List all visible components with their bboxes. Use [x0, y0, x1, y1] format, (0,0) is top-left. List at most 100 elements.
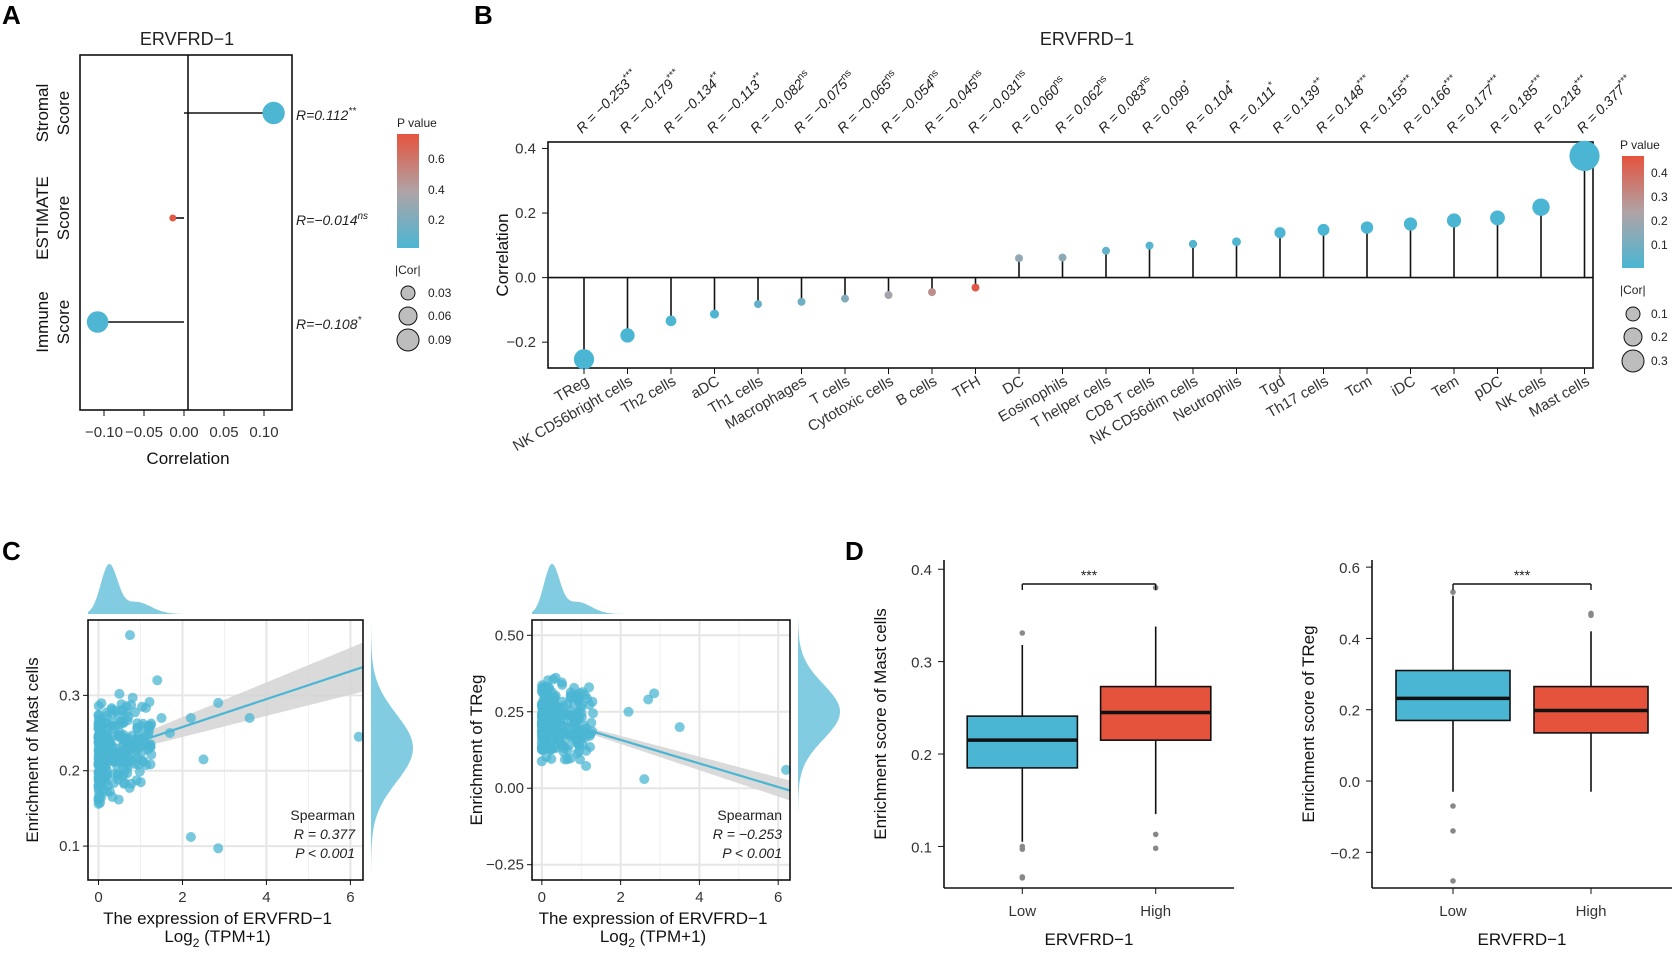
panel-b-lollipop-dot [754, 300, 762, 309]
panel-b-p-tick-1: 0.4 [1651, 166, 1668, 180]
panel-b-lollipop-dot [841, 294, 849, 303]
panel-c-x-tick-label: 0 [538, 889, 546, 906]
panel-c-point [93, 737, 104, 748]
panel-c-point [130, 750, 141, 761]
panel-b-title: ERVFRD−1 [1040, 29, 1134, 49]
panel-c-point [213, 697, 224, 708]
panel-c-point [562, 754, 573, 765]
panel-b-cell-label: TFH [950, 373, 984, 402]
panel-b-lollipop-dot [1360, 221, 1374, 234]
panel-c-y-tick-label: 0.00 [495, 780, 524, 797]
panel-c-point [558, 746, 569, 757]
panel-a-category-label: Stromal Score [33, 84, 73, 143]
panel-a-cor-key-3 [396, 328, 420, 352]
panel-b-y-tick-label: 0.4 [515, 140, 536, 157]
panel-a-x-label: Correlation [146, 449, 229, 468]
panel-b-cor-key-1 [1625, 306, 1641, 322]
panel-a-category-label: ESTIMATE Score [33, 176, 73, 260]
panel-d-box [1395, 669, 1511, 722]
panel-c-point [146, 749, 157, 760]
panel-d-outlier [1019, 630, 1026, 636]
panel-d: 0.4 0.3 0.2 0.1 Low High *** Enrichment score o… [871, 560, 1672, 949]
panel-c-point [639, 774, 650, 785]
panel-b-y-tick-label: 0.0 [515, 270, 536, 287]
panel-b-lollipop-dot [797, 297, 806, 306]
panel-c-x-tick-label: 2 [616, 889, 624, 906]
panel-c-point [353, 731, 364, 742]
panel-d-group-label: Low [1439, 903, 1467, 920]
panel-a-cor-tick-3: 0.09 [428, 333, 452, 347]
panel-c-point [565, 687, 576, 698]
panel-d-group-label: High [1576, 903, 1607, 920]
panel-c-point [198, 754, 209, 765]
panel-d-outlier [1450, 828, 1456, 834]
panel-d-sig-label: *** [1081, 567, 1098, 583]
panel-b-lollipop-dot [665, 315, 677, 327]
panel-d-outlier [1450, 878, 1456, 884]
panel-c-fit-line [98, 666, 364, 756]
panel-c-point [185, 832, 196, 842]
panel-c-stat-method: Spearman [290, 807, 355, 823]
panel-label-c: C [2, 536, 21, 566]
panel-b-lollipop-dot [1188, 239, 1198, 249]
panel-c-stat-r: R = −0.253 [713, 826, 782, 842]
panel-a: ERVFRD−1 Stromal Score ESTIMATE Score Immune… [33, 29, 452, 468]
panel-d-group-label: High [1140, 903, 1171, 920]
panel-d-plot-2: 0.6 0.4 0.2 0.0 −0.2 Low High *** Enrichment sco… [1299, 560, 1672, 949]
panel-c-point [152, 675, 163, 686]
panel-c-x-label-units: Log2 (TPM+1) [164, 927, 270, 950]
panel-a-p-colorbar [397, 134, 419, 248]
panel-c-point [117, 771, 128, 781]
panel-b-cor-key-2 [1623, 327, 1643, 347]
panel-c-y-label: Enrichment of Mast cells [23, 657, 42, 842]
panel-c-stat-r: R = 0.377 [294, 826, 356, 842]
panel-c-point [102, 780, 113, 791]
panel-d-outlier [1450, 803, 1456, 809]
panel-d-plot-1: 0.4 0.3 0.2 0.1 Low High *** Enrichment score o… [871, 560, 1234, 949]
panel-a-p-tick-2: 0.4 [428, 183, 445, 197]
panel-b-lollipop-dot [573, 349, 595, 370]
panel-b-p-colorbar [1622, 156, 1644, 268]
panel-c-point [101, 717, 112, 728]
panel-a-x-tick-label: 0.10 [249, 424, 278, 441]
panel-a-r-label: R=−0.108* [296, 315, 363, 332]
panel-c-point [585, 742, 595, 752]
panel-b-legend-cor-title: |Cor| [1620, 283, 1646, 297]
panel-b-lollipop-dot [1569, 140, 1600, 171]
panel-c-x-tick-label: 6 [774, 889, 782, 906]
panel-d-y-tick-label: 0.3 [911, 655, 932, 672]
panel-b-cor-tick-1: 0.1 [1651, 307, 1668, 321]
panel-c-point [124, 782, 135, 793]
panel-c-point [93, 798, 104, 809]
panel-b-lollipop-dot [1274, 227, 1286, 239]
panel-c-point [102, 710, 112, 721]
panel-c-point [145, 720, 156, 731]
panel-a-legend-p-title: P value [397, 116, 437, 130]
panel-b-cell-label: iDC [1388, 373, 1418, 400]
panel-c-point [114, 727, 125, 738]
panel-c-point [102, 768, 112, 779]
panel-c-point [213, 843, 224, 854]
panel-b-lollipop-dot [1317, 223, 1330, 236]
panel-a-p-tick-3: 0.2 [428, 213, 445, 227]
panel-d-outlier [1152, 831, 1159, 838]
panel-b-lollipop-dot [1490, 210, 1505, 226]
panel-c-stat-p: P < 0.001 [295, 845, 355, 861]
panel-c-point [643, 694, 654, 705]
panel-c-y-tick-label: −0.25 [486, 857, 524, 874]
panel-a-x-tick-label: 0.00 [169, 424, 198, 441]
panel-c-point [138, 756, 149, 767]
panel-d-y-label: Enrichment score of Mast cells [871, 608, 890, 839]
panel-b-y-label: Correlation [493, 213, 512, 296]
panel-c-point [581, 761, 592, 771]
panel-b-lollipop-dot [1102, 246, 1110, 255]
panel-a-category-label: Immune Score [33, 291, 73, 352]
panel-d-y-tick-label: 0.0 [1339, 774, 1360, 791]
panel-c-point [115, 748, 126, 759]
panel-c-point [536, 719, 547, 730]
panel-b-lollipop-dot [1145, 241, 1154, 250]
panel-c-point [543, 683, 554, 693]
panel-d-outlier [1450, 589, 1456, 595]
panel-c-point [185, 713, 196, 723]
